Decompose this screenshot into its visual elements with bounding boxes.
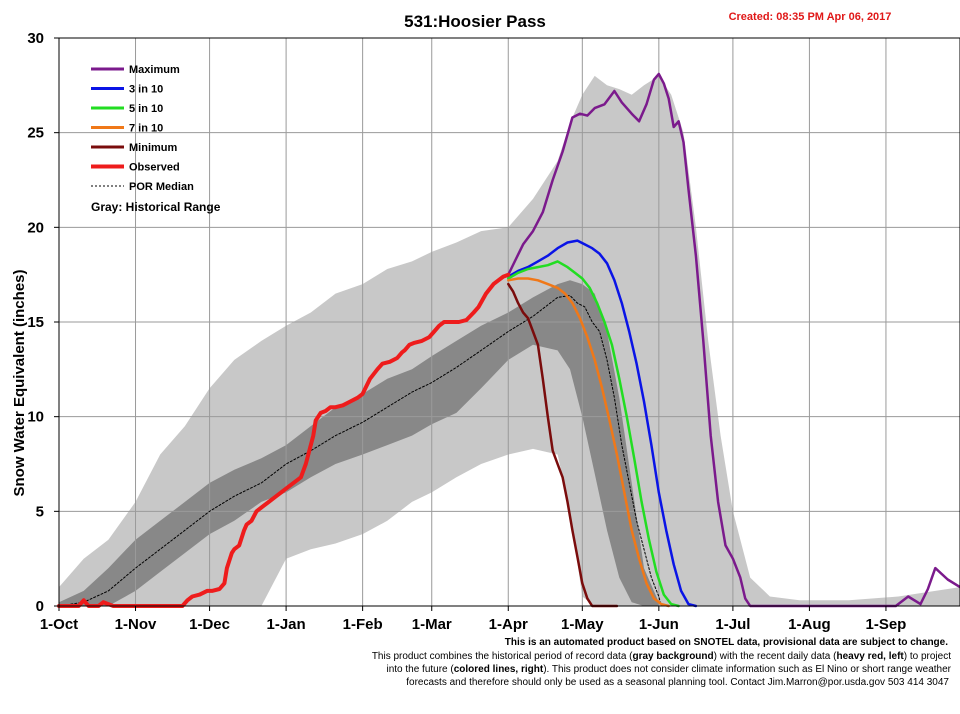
legend-note: Gray: Historical Range [91,200,221,214]
x-tick-label: 1-Mar [412,616,452,633]
x-tick-label: 1-Aug [788,616,831,633]
y-axis-label: Snow Water Equivalent (inches) [11,270,28,497]
x-tick-label: 1-Apr [489,616,528,633]
series-line-7-in-10 [507,277,670,608]
x-tick-label: 1-Dec [189,616,230,633]
legend-item-minimum: Minimum [91,142,177,154]
legend-item-3-in-10: 3 in 10 [91,84,163,96]
y-tick-label: 0 [36,598,44,615]
footer-line-3: into the future (colored lines, right). … [386,664,951,675]
legend-item-por-median: POR Median [91,181,194,193]
footer-line-1: This is an automated product based on SN… [505,637,948,648]
legend-label: Maximum [129,64,180,76]
x-tick-label: 1-Oct [40,616,78,633]
series-line-por-median [58,295,662,607]
chart-title: 531:Hoosier Pass [404,12,546,31]
x-tick-label: 1-Nov [115,616,157,633]
x-axis: 1-Oct 1-Nov 1-Dec 1-Jan 1-Feb 1-Mar 1-Apr 1-May… [40,606,907,633]
footer-line-4: forecasts and therefore should only be u… [406,677,949,688]
inner-range-band [59,280,659,606]
legend-label: 7 in 10 [129,123,163,135]
legend-label: Observed [129,162,180,174]
x-tick-label: 1-Jul [715,616,750,633]
legend-item-maximum: Maximum [91,64,180,76]
legend-label: POR Median [129,181,194,193]
y-tick-label: 5 [36,503,44,520]
legend-label: 3 in 10 [129,84,163,96]
y-tick-label: 15 [27,314,44,331]
y-tick-label: 25 [27,125,44,142]
y-tick-label: 20 [27,219,44,236]
legend: Maximum 3 in 10 5 in 10 7 in 10 Minimum Obser… [91,64,194,193]
legend-label: Minimum [129,142,177,154]
x-tick-label: 1-Feb [343,616,383,633]
x-tick-label: 1-May [561,616,604,633]
series-line-observed [57,272,511,608]
legend-item-observed: Observed [91,162,180,174]
legend-item-7-in-10: 7 in 10 [91,123,163,135]
y-tick-label: 30 [27,30,44,47]
y-axis: 0 5 10 15 20 25 30 [27,30,59,615]
series-line-3-in-10 [507,239,698,608]
footer-line-2: This product combines the historical per… [372,651,951,662]
y-tick-label: 10 [27,409,44,426]
x-tick-label: 1-Sep [866,616,907,633]
created-timestamp: Created: 08:35 PM Apr 06, 2017 [729,11,892,23]
x-tick-label: 1-Jun [639,616,679,633]
legend-label: 5 in 10 [129,103,163,115]
footer-notes: This is an automated product based on SN… [372,637,952,688]
legend-item-5-in-10: 5 in 10 [91,103,163,115]
series-line-5-in-10 [507,260,680,608]
plot-area [57,37,960,608]
x-tick-label: 1-Jan [267,616,306,633]
